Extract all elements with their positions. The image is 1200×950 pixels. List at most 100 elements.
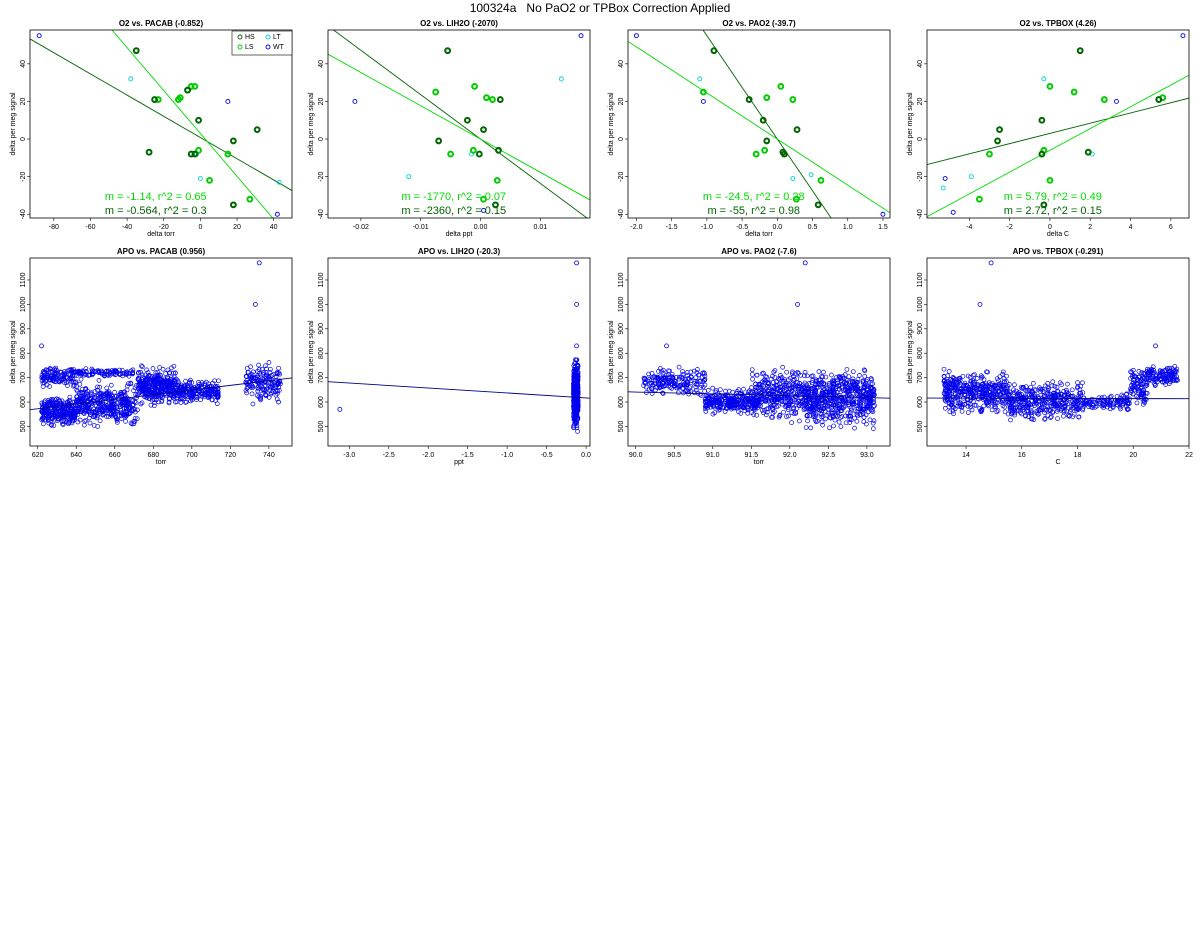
data-point — [126, 411, 132, 417]
data-point — [179, 391, 185, 397]
data-point — [1028, 416, 1034, 422]
data-point — [104, 390, 110, 396]
plot-frame — [29, 29, 293, 219]
data-point — [59, 412, 64, 418]
data-point — [749, 385, 754, 390]
data-point — [124, 405, 129, 411]
data-point — [199, 382, 205, 388]
data-point — [1097, 398, 1102, 404]
data-point — [995, 388, 1001, 394]
data-point — [870, 409, 876, 415]
plot-title: O2 vs. LIH2O (-2070) — [420, 19, 498, 28]
data-point — [69, 379, 74, 384]
data-point — [153, 387, 158, 392]
x-tick-label: 14 — [962, 452, 970, 459]
data-point — [838, 424, 844, 429]
x-axis-label: delta torr — [745, 231, 773, 238]
x-tick-label: 0.01 — [534, 224, 548, 231]
data-point — [770, 373, 775, 379]
data-point — [1110, 405, 1116, 410]
data-point — [151, 397, 157, 403]
data-point — [784, 369, 790, 375]
data-point — [575, 385, 580, 391]
y-axis-label: delta per meg signal — [308, 320, 315, 383]
data-point — [990, 381, 995, 386]
data-point — [860, 379, 866, 384]
data-point — [1043, 383, 1048, 389]
data-point — [250, 383, 255, 389]
data-point — [847, 410, 853, 416]
data-point — [971, 392, 977, 398]
point-ls — [206, 177, 213, 184]
data-point — [955, 400, 961, 406]
data-point — [712, 410, 718, 416]
data-point — [100, 372, 105, 377]
data-point — [789, 387, 795, 393]
data-point — [734, 405, 740, 411]
data-point — [124, 371, 130, 376]
data-point — [55, 418, 60, 423]
data-point — [845, 413, 851, 419]
data-point — [92, 414, 98, 420]
data-point — [1080, 390, 1086, 396]
data-point — [831, 382, 837, 388]
point-hs — [496, 96, 504, 103]
data-point — [95, 368, 101, 374]
data-point — [805, 394, 811, 400]
data-point — [255, 388, 261, 394]
data-point — [1064, 408, 1070, 414]
data-point — [759, 407, 765, 413]
data-point — [61, 374, 67, 379]
data-point — [945, 379, 951, 384]
x-tick-label: -0.5 — [736, 224, 748, 231]
plot-frame — [627, 257, 891, 447]
data-point — [850, 376, 856, 382]
data-point — [999, 386, 1005, 392]
point-ls — [777, 83, 785, 90]
point-hs — [191, 150, 199, 158]
data-point — [772, 375, 778, 380]
data-point — [1150, 376, 1155, 381]
data-point — [1018, 410, 1023, 415]
data-point — [1158, 370, 1163, 376]
data-point — [813, 413, 819, 419]
data-point — [45, 399, 51, 405]
data-point — [1136, 369, 1142, 374]
data-point — [772, 368, 778, 373]
data-point — [775, 393, 781, 399]
data-point — [841, 380, 847, 385]
data-point — [135, 370, 141, 376]
data-point — [77, 397, 83, 402]
data-point — [853, 382, 859, 387]
data-point — [263, 392, 269, 398]
data-point — [723, 388, 728, 394]
point-hs — [492, 201, 499, 209]
data-point — [118, 412, 124, 418]
point-wt — [700, 98, 706, 104]
data-point — [572, 367, 577, 372]
data-point — [123, 408, 129, 414]
data-point — [147, 396, 153, 402]
data-point — [92, 394, 98, 400]
data-point — [166, 370, 172, 376]
data-point — [781, 399, 787, 404]
data-point — [169, 365, 174, 371]
data-point — [184, 392, 189, 398]
data-point — [752, 404, 757, 410]
x-tick-label: 6 — [1169, 224, 1173, 231]
data-point — [751, 391, 756, 397]
data-point — [702, 382, 708, 388]
data-point — [263, 363, 268, 369]
data-point — [1033, 398, 1039, 404]
point-hs — [793, 126, 801, 134]
data-point — [967, 386, 972, 392]
data-point — [65, 368, 70, 374]
data-point — [833, 375, 839, 380]
regression-line — [628, 391, 890, 399]
x-tick-label: -80 — [49, 224, 59, 231]
data-point — [138, 369, 143, 375]
point-hs — [184, 86, 191, 94]
data-point — [1000, 369, 1006, 375]
data-point — [1012, 405, 1018, 411]
data-point — [781, 409, 786, 415]
